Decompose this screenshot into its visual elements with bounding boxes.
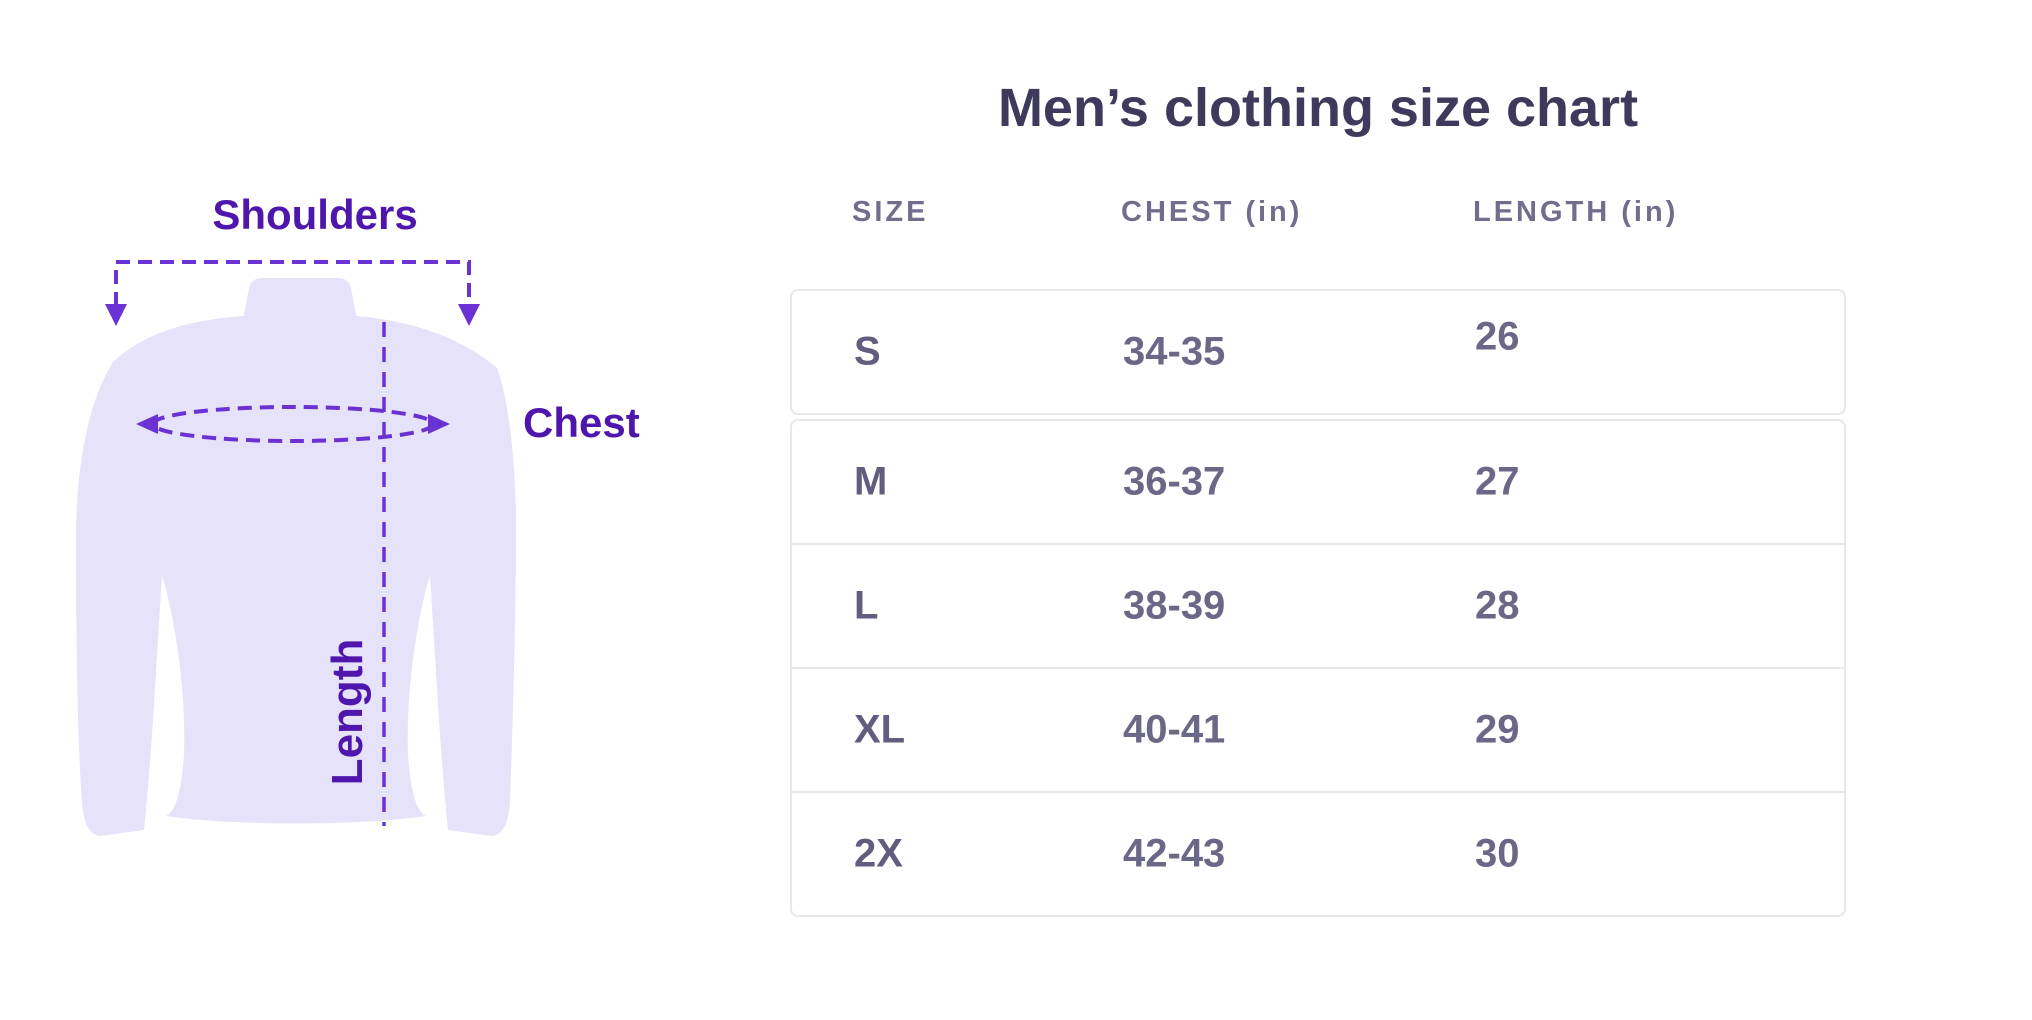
length-label: Length bbox=[323, 639, 372, 786]
arrow-right-icon bbox=[428, 414, 450, 434]
table-header-row: SIZE CHEST (in) LENGTH (in) bbox=[790, 194, 1846, 234]
column-header-chest: CHEST (in) bbox=[1121, 196, 1303, 228]
size-value: M bbox=[854, 459, 888, 504]
shoulders-bracket-line bbox=[114, 260, 471, 306]
column-header-length: LENGTH (in) bbox=[1473, 196, 1679, 228]
size-value: 2X bbox=[854, 831, 903, 876]
length-value: 28 bbox=[1475, 583, 1520, 628]
chest-label: Chest bbox=[523, 399, 640, 446]
chest-value: 36-37 bbox=[1123, 459, 1226, 504]
length-value: 30 bbox=[1475, 831, 1520, 876]
table-row: 2X 42-43 30 bbox=[792, 791, 1844, 915]
page-title: Men’s clothing size chart bbox=[997, 78, 1639, 138]
table-row: M 36-37 27 bbox=[792, 421, 1844, 543]
table-row: S 34-35 26 bbox=[790, 289, 1846, 415]
shirt-measurement-diagram: Length bbox=[75, 260, 517, 836]
shirt-collar bbox=[243, 278, 357, 330]
table-body: M 36-37 27 L 38-39 28 XL 40-41 29 2X 42-… bbox=[790, 419, 1846, 917]
size-value: L bbox=[854, 583, 879, 628]
length-value: 29 bbox=[1475, 707, 1520, 752]
table-row: XL 40-41 29 bbox=[792, 667, 1844, 791]
chest-value: 40-41 bbox=[1123, 707, 1226, 752]
chest-value: 34-35 bbox=[1123, 329, 1226, 374]
size-value: S bbox=[854, 329, 881, 374]
length-value: 27 bbox=[1475, 459, 1520, 504]
table-row: L 38-39 28 bbox=[792, 543, 1844, 667]
column-header-size: SIZE bbox=[852, 196, 929, 228]
chest-value: 42-43 bbox=[1123, 831, 1226, 876]
shoulders-label: Shoulders bbox=[212, 191, 418, 238]
arrow-down-right-icon bbox=[458, 304, 480, 326]
size-value: XL bbox=[854, 707, 906, 752]
shirt-body bbox=[75, 316, 517, 836]
length-value: 26 bbox=[1475, 314, 1520, 359]
arrow-down-left-icon bbox=[105, 304, 127, 326]
arrow-left-icon bbox=[136, 414, 158, 434]
chest-value: 38-39 bbox=[1123, 583, 1226, 628]
